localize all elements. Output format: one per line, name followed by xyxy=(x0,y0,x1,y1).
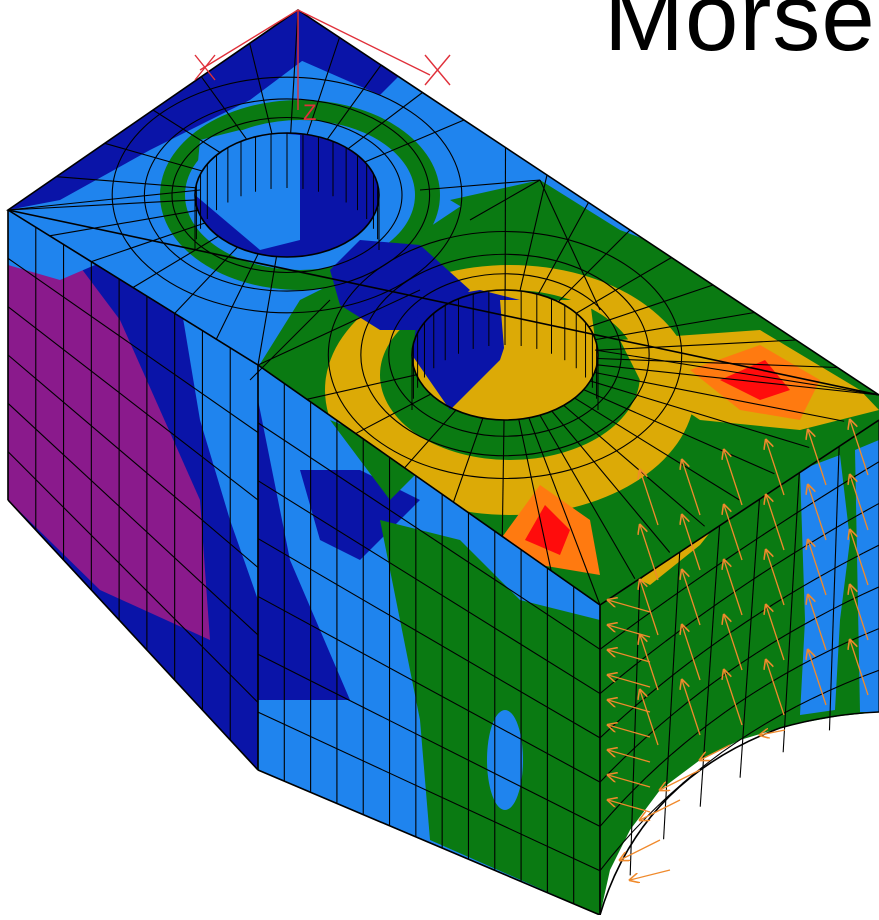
load-arrow xyxy=(620,840,660,860)
mesh-line xyxy=(657,795,669,807)
z-axis-label: Z xyxy=(303,100,316,125)
slide-title: Morse xyxy=(604,0,876,66)
load-arrow xyxy=(630,870,670,880)
